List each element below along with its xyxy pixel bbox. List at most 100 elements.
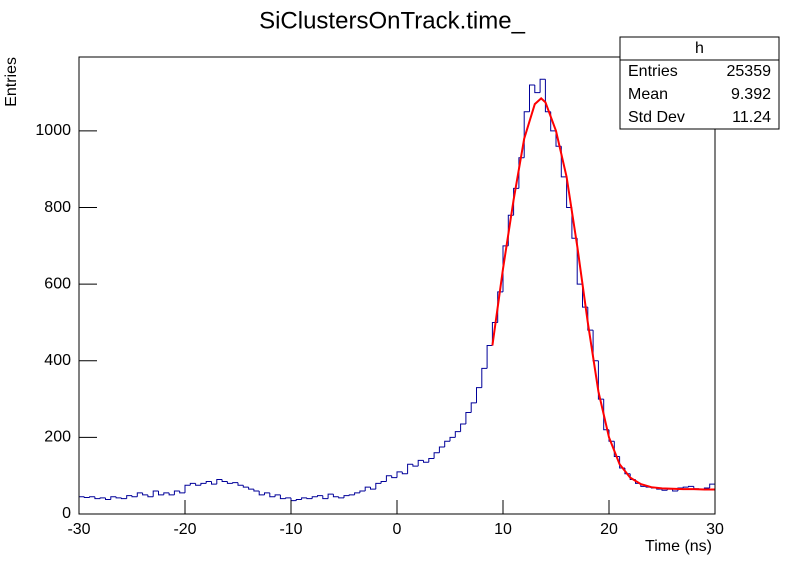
- histogram-bin: [221, 479, 228, 482]
- histogram-bin: [216, 479, 223, 485]
- histogram-bin: [115, 496, 122, 499]
- stats-label: Entries: [628, 63, 678, 80]
- x-tick-label: -10: [279, 521, 302, 538]
- histogram-bin: [322, 495, 329, 500]
- histogram-bin: [179, 491, 185, 494]
- histogram-bin: [661, 489, 668, 491]
- y-tick-label: 600: [44, 275, 71, 292]
- histogram-bin: [269, 492, 276, 498]
- histogram-bin: [120, 497, 127, 500]
- y-tick-label: 0: [62, 505, 71, 522]
- histogram-bin: [454, 431, 461, 438]
- histogram-bin: [200, 482, 207, 486]
- histogram-bin: [438, 446, 445, 453]
- histogram-bin: [168, 492, 175, 496]
- x-tick-label: 30: [706, 521, 724, 538]
- histogram-bin: [317, 495, 323, 497]
- histogram-bin: [158, 491, 164, 496]
- stats-value: 9.392: [731, 86, 771, 103]
- histogram-bin: [465, 411, 472, 424]
- histogram-bin: [460, 423, 466, 432]
- histogram-bin: [105, 497, 111, 500]
- histogram-bin: [486, 344, 493, 369]
- histogram-bin: [348, 494, 355, 496]
- histogram-bin: [248, 487, 254, 490]
- histogram-bin: [672, 489, 678, 492]
- histogram-bin: [189, 482, 196, 486]
- histogram-bin: [423, 460, 429, 463]
- histogram-bin: [444, 440, 450, 447]
- histogram-bin: [433, 452, 440, 459]
- histogram-bin: [94, 496, 101, 500]
- histogram-bin: [306, 497, 313, 500]
- histogram-bin: [428, 457, 435, 463]
- stats-title: h: [695, 40, 704, 57]
- histogram-bin: [311, 496, 318, 499]
- histogram-bin: [343, 495, 350, 498]
- histogram-bin: [380, 480, 387, 484]
- histogram-bin: [470, 402, 477, 413]
- stats-value: 25359: [727, 63, 772, 80]
- stats-label: Std Dev: [628, 109, 685, 126]
- histogram-bin: [338, 496, 344, 499]
- histogram-bin: [597, 360, 604, 400]
- histogram-bin: [449, 436, 456, 442]
- histogram-bin: [232, 482, 238, 484]
- histogram-bin: [258, 491, 265, 496]
- histogram-bin: [354, 492, 360, 495]
- x-axis-label: Time (ns): [645, 538, 712, 555]
- histogram-bin: [576, 238, 583, 285]
- stats-label: Mean: [628, 86, 668, 103]
- y-tick-label: 200: [44, 429, 71, 446]
- histogram-bin: [211, 481, 217, 485]
- x-tick-label: -20: [173, 521, 196, 538]
- histogram-bin: [385, 475, 392, 482]
- histogram-bin: [126, 495, 132, 499]
- histogram-bin: [359, 490, 366, 493]
- x-tick-label: 0: [393, 521, 402, 538]
- histogram-bin: [417, 459, 424, 467]
- histogram-bin: [327, 493, 334, 499]
- histogram-bin: [529, 84, 535, 112]
- histogram-bin: [401, 471, 408, 475]
- histogram-bin: [264, 492, 270, 495]
- histogram-bin: [274, 494, 281, 497]
- histogram-bin: [205, 480, 212, 484]
- histogram-bin: [89, 496, 95, 498]
- x-tick-label: -30: [67, 521, 90, 538]
- histogram-bin: [131, 495, 138, 498]
- y-tick-label: 1000: [35, 122, 71, 139]
- histogram-bin: [147, 494, 154, 498]
- histogram-bin: [163, 492, 170, 495]
- chart-title: SiClustersOnTrack.time_: [259, 7, 525, 34]
- histogram-bin: [375, 482, 382, 490]
- histogram-bin: [587, 307, 594, 331]
- histogram-bin: [613, 441, 620, 458]
- histogram-bin: [481, 367, 488, 388]
- histogram-bin: [110, 496, 117, 500]
- histogram-bin: [142, 492, 148, 496]
- histogram-bin: [83, 496, 90, 499]
- histogram-bin: [173, 490, 180, 495]
- histogram-bin: [279, 494, 286, 500]
- histogram-bin: [364, 486, 371, 492]
- histogram-bin: [226, 481, 233, 484]
- histogram-bin: [285, 497, 291, 499]
- histogram-bin: [566, 176, 572, 209]
- x-tick-label: 20: [600, 521, 618, 538]
- y-tick-label: 400: [44, 352, 71, 369]
- histogram-bin: [332, 494, 339, 498]
- x-tick-label: 10: [494, 521, 512, 538]
- y-tick-label: 800: [44, 199, 71, 216]
- histogram-bin: [476, 387, 482, 403]
- histogram-bin: [184, 484, 191, 493]
- histogram-bin: [195, 483, 201, 486]
- histogram-bin: [518, 157, 525, 189]
- histogram-bin: [136, 492, 143, 497]
- histogram-bin: [301, 497, 307, 500]
- histogram-bin: [99, 497, 106, 499]
- histogram-bin: [688, 485, 694, 488]
- histogram-bin: [237, 482, 244, 486]
- histogram-bin: [534, 84, 541, 94]
- histogram-bin: [152, 490, 159, 497]
